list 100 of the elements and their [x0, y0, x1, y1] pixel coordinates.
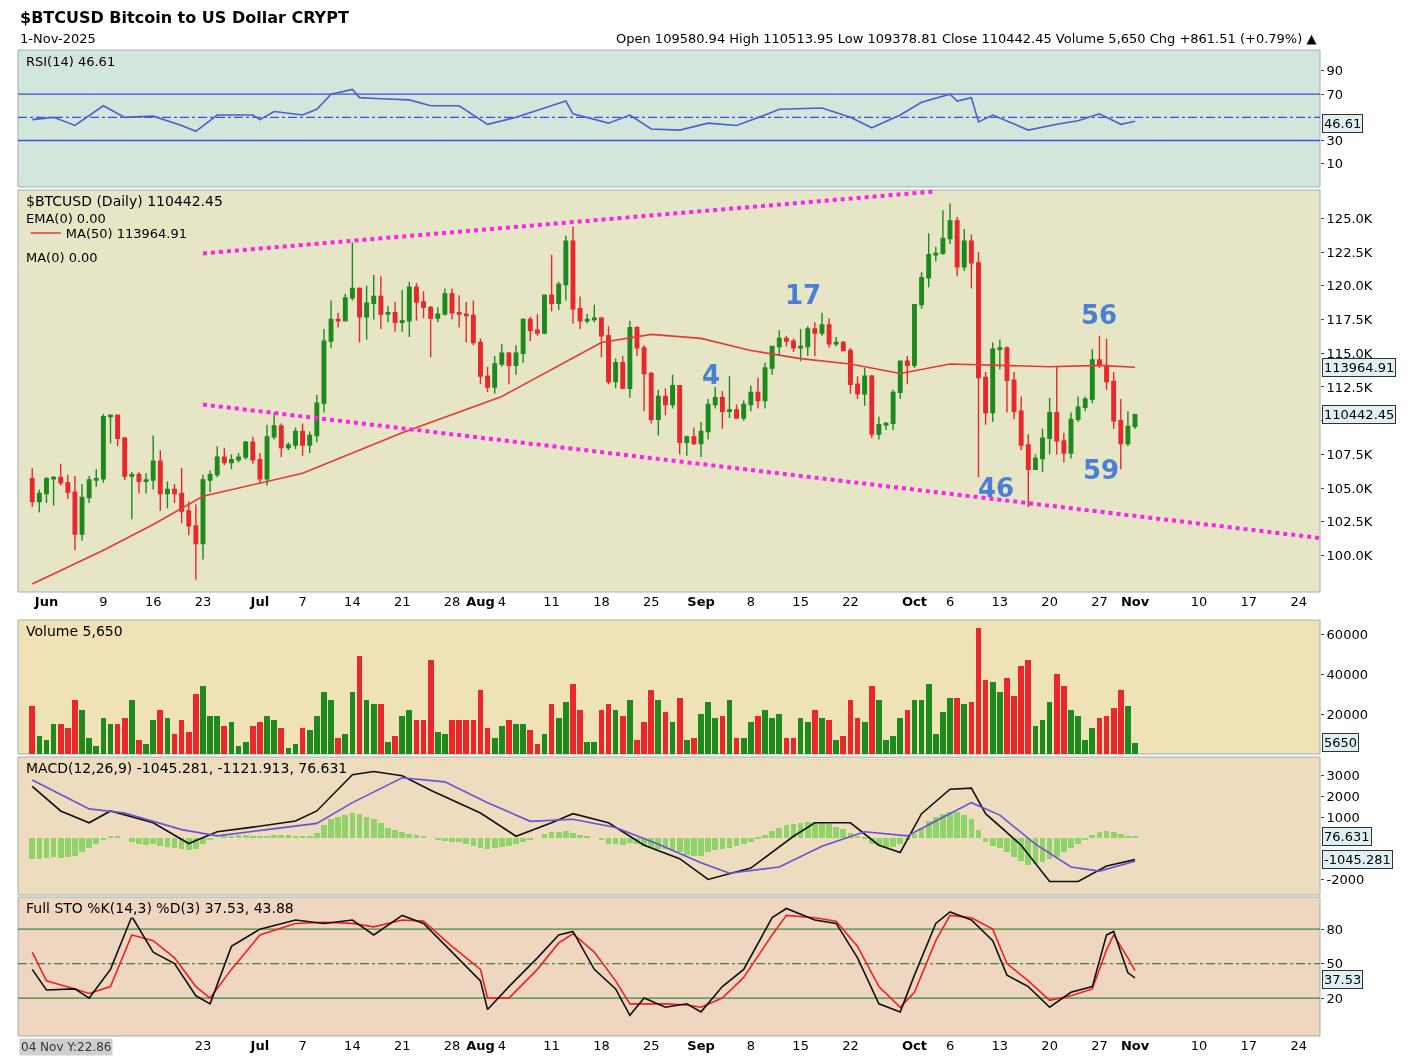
candlestick: [51, 475, 57, 507]
candlestick: [86, 475, 92, 504]
bar: [165, 838, 170, 847]
bar: [983, 680, 988, 754]
bar: [1097, 832, 1102, 838]
candlestick: [684, 434, 690, 457]
candlestick: [492, 355, 498, 395]
candlestick: [577, 295, 583, 330]
candlestick: [527, 316, 533, 342]
candlestick: [264, 424, 270, 487]
candlestick: [499, 343, 505, 368]
bar: [734, 838, 739, 846]
bar: [620, 716, 626, 754]
candlestick: [648, 371, 654, 425]
candlestick: [748, 384, 754, 412]
y-tick-label: 100.0K: [1326, 548, 1373, 564]
bar: [37, 736, 42, 754]
candlestick: [399, 289, 405, 333]
bar: [371, 704, 377, 754]
y-tick-label: 70: [1326, 86, 1344, 102]
candlestick: [883, 421, 889, 431]
candlestick: [847, 347, 853, 395]
chart-title: Full STO %K(14,3) %D(3) 37.53, 43.88: [26, 900, 294, 916]
text: 46.61: [1324, 116, 1362, 131]
annotation: 59: [1083, 455, 1120, 485]
y-tick-label: 1000: [1326, 809, 1360, 825]
candlestick: [584, 313, 590, 325]
bar: [29, 838, 35, 859]
candlestick: [826, 317, 832, 349]
y-tick-label: 112.5K: [1326, 379, 1373, 395]
candlestick: [556, 281, 562, 311]
candlestick: [776, 329, 782, 357]
candlestick: [919, 271, 925, 310]
bar: [969, 702, 974, 754]
x-tick-label: 25: [642, 594, 660, 609]
bar: [691, 738, 697, 754]
x-tick-label: 11: [543, 1038, 560, 1053]
bar: [421, 720, 426, 754]
candlestick: [100, 413, 106, 484]
candlestick: [150, 434, 156, 491]
y-tick-label: 20000: [1326, 706, 1368, 722]
x-tick-label: 27: [1091, 594, 1108, 609]
bar: [471, 838, 476, 846]
x-tick-label: 23: [194, 594, 212, 609]
bar: [684, 740, 690, 754]
x-tick-label: 13: [991, 594, 1009, 609]
candlestick: [598, 316, 604, 358]
y-tick-label: 40000: [1326, 666, 1368, 682]
candlestick: [378, 275, 384, 330]
bar: [414, 835, 419, 838]
bar: [919, 828, 924, 838]
candlestick: [613, 357, 619, 389]
x-tick-label: Nov: [1120, 594, 1150, 609]
bar: [1089, 835, 1095, 838]
x-tick-label: 21: [393, 1038, 411, 1053]
candlestick: [93, 468, 99, 488]
bar: [229, 722, 234, 754]
text: 76.631: [1324, 829, 1370, 844]
x-tick-label: 22: [842, 594, 859, 609]
y-tick-label: 60000: [1326, 626, 1368, 642]
candlestick: [278, 422, 284, 458]
bar: [1097, 718, 1102, 754]
candlestick: [926, 232, 932, 288]
candlestick: [933, 245, 939, 263]
candlestick: [470, 299, 476, 346]
bar: [350, 692, 355, 754]
candlestick: [1075, 395, 1081, 423]
y-tick-label: 107.5K: [1326, 446, 1373, 462]
bar: [954, 698, 960, 754]
candlestick: [193, 503, 199, 581]
candlestick: [122, 436, 128, 481]
bar: [165, 718, 170, 754]
bar: [826, 720, 832, 754]
x-tick-label: Jul: [249, 1038, 270, 1053]
candlestick: [435, 306, 441, 323]
x-tick-label: 17: [1240, 594, 1258, 609]
bar: [243, 742, 249, 754]
candlestick: [314, 394, 320, 443]
candlestick: [229, 453, 234, 470]
candlestick: [1040, 428, 1045, 473]
chart-title: MACD(12,26,9) -1045.281, -1121.913, 76.631: [26, 760, 348, 776]
x-tick-label: 11: [543, 594, 560, 609]
candlestick: [912, 303, 917, 369]
candlestick: [1018, 395, 1024, 452]
candlestick: [812, 321, 818, 357]
bar: [912, 834, 917, 838]
x-tick-label: Nov: [1120, 1038, 1150, 1053]
candlestick: [478, 337, 483, 385]
bar: [286, 835, 291, 838]
candlestick: [783, 334, 789, 348]
candlestick: [357, 286, 362, 344]
x-tick-label: 10: [1190, 594, 1208, 609]
y-tick-label: 120.0K: [1326, 278, 1373, 294]
candlestick: [755, 376, 761, 410]
bar: [549, 832, 554, 838]
x-tick-label: 10: [1190, 1038, 1208, 1053]
bar: [385, 742, 391, 754]
bar: [51, 724, 56, 754]
candlestick: [58, 463, 64, 487]
bar: [293, 744, 298, 754]
